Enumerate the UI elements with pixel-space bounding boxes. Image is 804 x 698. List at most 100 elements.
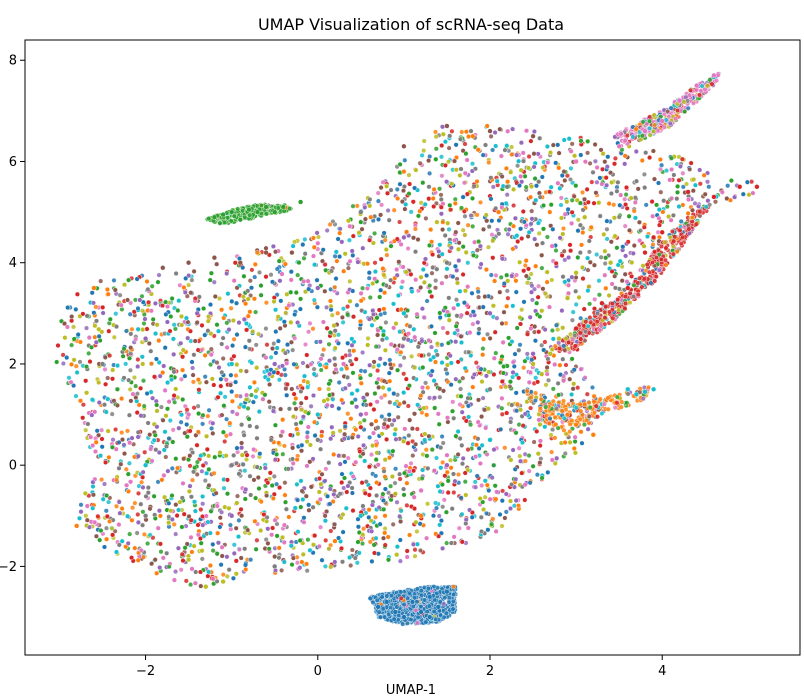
scatter-point	[253, 394, 259, 400]
scatter-point	[327, 221, 333, 227]
scatter-point	[141, 531, 147, 537]
scatter-point	[539, 265, 545, 271]
scatter-point	[427, 395, 433, 401]
scatter-point	[536, 283, 542, 289]
scatter-point	[189, 477, 195, 483]
scatter-point	[725, 183, 731, 189]
scatter-point	[394, 186, 400, 192]
scatter-point	[83, 513, 89, 519]
scatter-point	[488, 272, 494, 278]
scatter-point	[103, 508, 109, 514]
scatter-point	[60, 361, 66, 367]
scatter-point	[596, 292, 602, 298]
scatter-point	[256, 331, 262, 337]
scatter-point	[568, 165, 574, 171]
scatter-point	[393, 466, 399, 472]
scatter-point	[306, 329, 312, 335]
scatter-point	[445, 330, 451, 336]
scatter-point	[348, 563, 354, 569]
scatter-point	[311, 297, 317, 303]
scatter-point	[429, 270, 435, 276]
scatter-point	[132, 500, 138, 506]
chart-title: UMAP Visualization of scRNA-seq Data	[258, 15, 564, 34]
scatter-point	[427, 170, 433, 176]
scatter-point	[423, 447, 429, 453]
scatter-point	[664, 204, 670, 210]
scatter-point	[383, 320, 389, 326]
scatter-point	[706, 184, 712, 190]
scatter-point	[534, 472, 540, 478]
scatter-point	[280, 451, 286, 457]
scatter-point	[326, 341, 332, 347]
scatter-point	[69, 342, 75, 348]
scatter-point	[531, 439, 537, 445]
scatter-point	[549, 277, 555, 283]
scatter-point	[446, 145, 452, 151]
scatter-point	[233, 373, 239, 379]
scatter-point	[80, 402, 86, 408]
scatter-point	[514, 401, 520, 407]
scatter-point	[369, 452, 375, 458]
scatter-point	[439, 434, 445, 440]
scatter-point	[439, 173, 445, 179]
scatter-point	[587, 160, 593, 166]
scatter-point	[315, 234, 321, 240]
scatter-point	[253, 342, 259, 348]
scatter-point	[568, 176, 574, 182]
scatter-point	[444, 540, 450, 546]
scatter-point	[231, 542, 237, 548]
scatter-point	[282, 480, 288, 486]
scatter-point	[517, 342, 523, 348]
scatter-point	[548, 432, 554, 438]
scatter-point	[526, 453, 532, 459]
scatter-point	[243, 368, 249, 374]
scatter-point	[563, 362, 569, 368]
scatter-point	[178, 567, 184, 573]
scatter-point	[318, 524, 324, 530]
scatter-point	[489, 232, 495, 238]
scatter-point	[171, 322, 177, 328]
scatter-point	[387, 399, 393, 405]
scatter-point	[440, 459, 446, 465]
scatter-point	[470, 161, 476, 167]
scatter-point	[399, 284, 405, 290]
scatter-point	[510, 359, 516, 365]
scatter-point	[70, 324, 76, 330]
scatter-point	[317, 386, 323, 392]
scatter-point	[540, 165, 546, 171]
scatter-point	[186, 282, 192, 288]
scatter-point	[140, 509, 146, 515]
scatter-point	[382, 392, 388, 398]
scatter-point	[459, 129, 465, 135]
scatter-point	[687, 166, 693, 172]
scatter-point	[490, 184, 496, 190]
scatter-point	[243, 457, 249, 463]
scatter-point	[388, 483, 394, 489]
scatter-point	[460, 375, 466, 381]
scatter-point	[379, 414, 385, 420]
scatter-point	[676, 154, 682, 160]
scatter-point	[262, 546, 268, 552]
scatter-point	[360, 285, 366, 291]
scatter-point	[340, 306, 346, 312]
scatter-point	[264, 342, 270, 348]
scatter-point	[375, 368, 381, 374]
scatter-point	[103, 525, 109, 531]
scatter-point	[622, 196, 628, 202]
scatter-point	[224, 320, 230, 326]
scatter-point	[228, 526, 234, 532]
scatter-point	[454, 297, 460, 303]
scatter-point	[514, 272, 520, 278]
scatter-point	[408, 460, 414, 466]
scatter-point	[263, 300, 269, 306]
scatter-point	[473, 360, 479, 366]
scatter-point	[505, 231, 511, 237]
scatter-point	[350, 203, 356, 209]
scatter-point	[697, 181, 703, 187]
scatter-point	[139, 308, 145, 314]
scatter-point	[372, 260, 378, 266]
scatter-point	[198, 507, 204, 513]
scatter-point	[412, 547, 418, 553]
scatter-point	[366, 275, 372, 281]
scatter-point	[586, 249, 592, 255]
